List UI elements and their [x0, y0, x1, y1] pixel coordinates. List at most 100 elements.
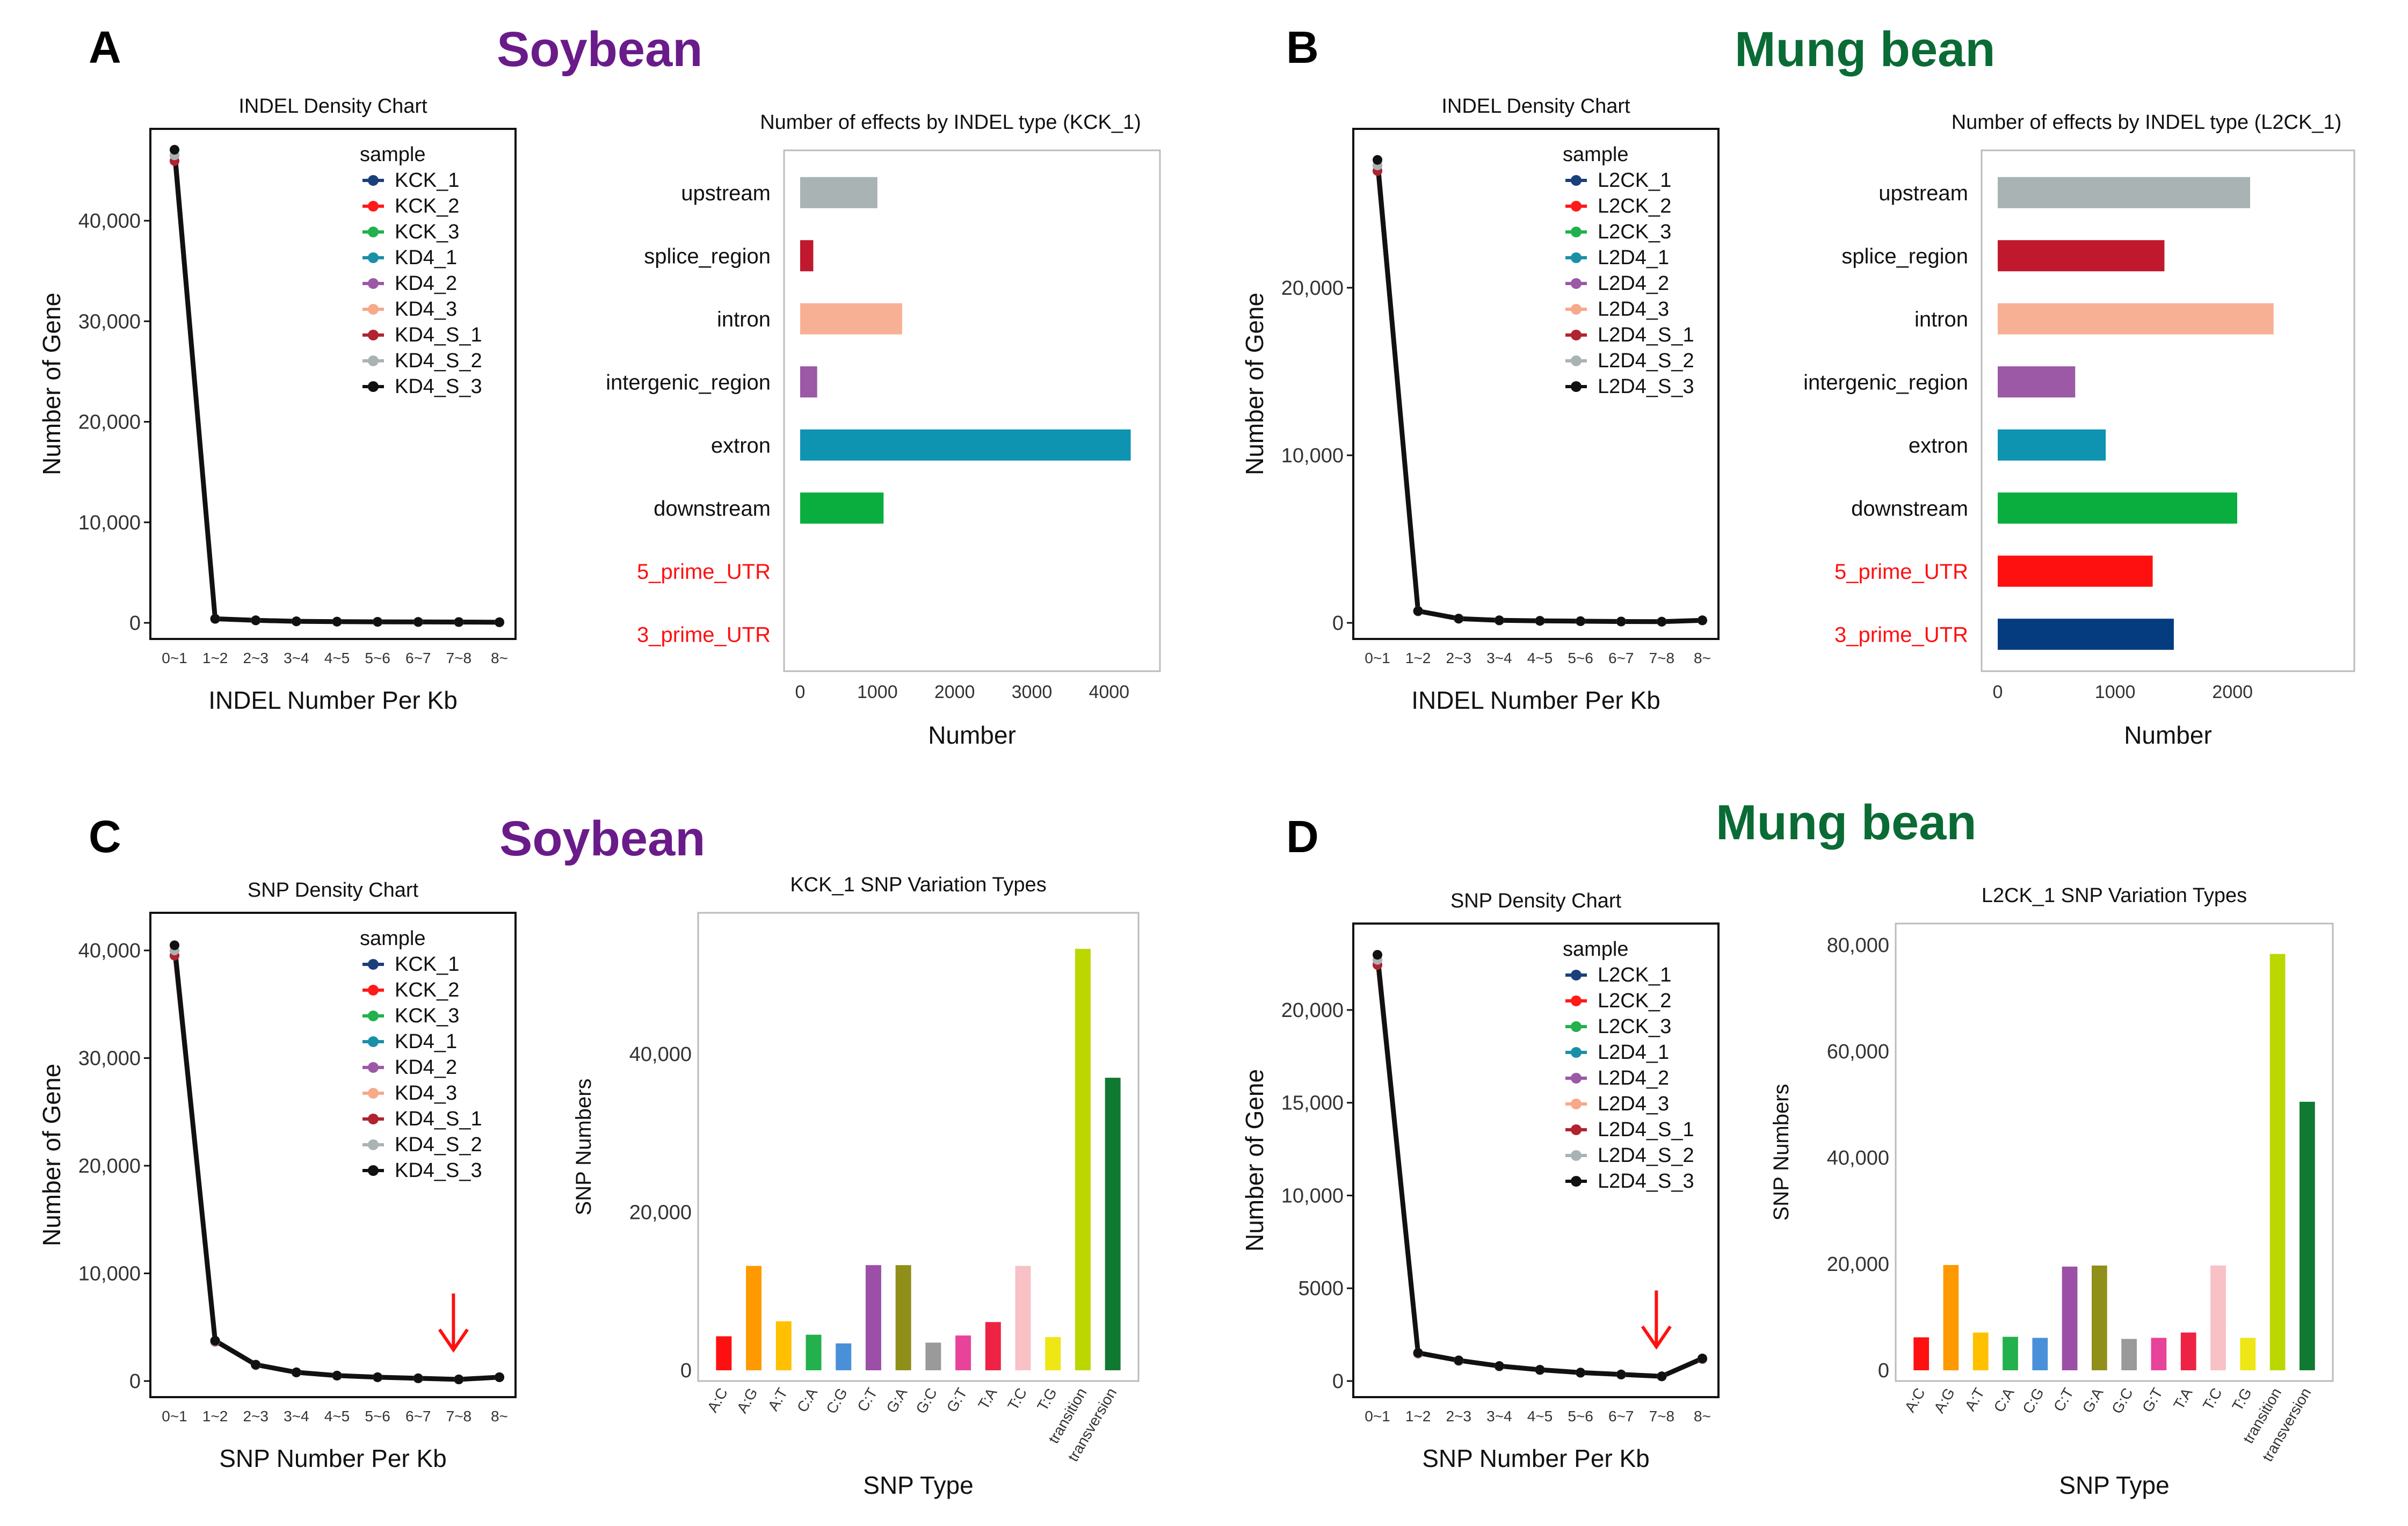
data-point: [210, 1335, 220, 1346]
bar-intron: [800, 303, 902, 335]
data-point: [1657, 1371, 1667, 1382]
y-tick-label: 40,000: [1827, 1147, 1889, 1169]
x-tick-label: G:C: [2108, 1385, 2136, 1417]
data-point: [413, 1373, 423, 1383]
y-tick-label: 40,000: [78, 940, 141, 962]
legend-marker: [368, 355, 379, 366]
legend-marker: [1571, 227, 1582, 237]
x-tick-label: 1000: [857, 682, 898, 702]
bar-downstream: [800, 492, 884, 524]
legend-label: L2D4_S_2: [1598, 350, 1694, 372]
legend-marker: [1571, 1099, 1582, 1109]
y-tick-label: 20,000: [629, 1201, 692, 1224]
data-point: [1616, 1369, 1626, 1379]
y-axis-label: Number of Gene: [1241, 293, 1268, 475]
bar-A:T: [1972, 1332, 1989, 1370]
bar-transversion: [1105, 1078, 1121, 1370]
bar-G:C: [925, 1342, 941, 1370]
legend-label: KCK_3: [395, 221, 459, 243]
x-axis-label: SNP Type: [863, 1471, 973, 1499]
x-tick-label: 1~2: [202, 1408, 228, 1425]
legend-marker: [1571, 175, 1582, 186]
x-tick-label: 3~4: [284, 650, 309, 666]
panel-letter-c: C: [89, 811, 121, 862]
plot-frame: [1352, 922, 1720, 1398]
legend-marker: [1571, 278, 1582, 289]
legend-marker: [1571, 1124, 1582, 1135]
x-tick-label: C:G: [823, 1385, 851, 1417]
data-point: [1576, 1368, 1586, 1378]
y-tick-label: 0: [129, 1370, 141, 1393]
panel-letter-b: B: [1286, 22, 1319, 72]
data-point: [170, 940, 179, 950]
x-tick-label: 7~8: [446, 650, 472, 666]
x-tick-label: 4000: [1089, 682, 1129, 702]
legend-marker: [1571, 330, 1582, 340]
arrow-head: [438, 1328, 469, 1353]
chart-title: Number of effects by INDEL type (L2CK_1): [1952, 111, 2342, 134]
legend-marker: [368, 1114, 379, 1124]
data-point: [1413, 1348, 1423, 1358]
x-tick-label: 4~5: [324, 650, 350, 666]
legend-marker: [368, 959, 379, 970]
bar-G:T: [955, 1335, 971, 1370]
x-tick-label: G:T: [944, 1385, 970, 1415]
y-tick-label: 20,000: [1827, 1253, 1889, 1276]
x-tick-label: 4~5: [1527, 650, 1553, 666]
bar-transition: [2269, 954, 2286, 1370]
y-axis-label: Number of Gene: [1241, 1069, 1268, 1252]
species-title-c: Soybean: [499, 811, 706, 866]
legend-label: KD4_1: [395, 246, 457, 269]
legend-label: L2D4_2: [1598, 272, 1669, 295]
chart-title: INDEL Density Chart: [238, 95, 427, 118]
data-point: [1494, 1361, 1504, 1371]
bar-T:G: [2240, 1338, 2256, 1370]
legend-marker: [1571, 1150, 1582, 1161]
x-tick-label: 5~6: [365, 650, 390, 666]
bar-C:T: [2062, 1266, 2078, 1370]
data-point: [495, 1372, 504, 1382]
y-axis-label: Number of Gene: [38, 293, 66, 475]
x-tick-label: 2~3: [243, 650, 269, 666]
x-axis-label: SNP Number Per Kb: [1422, 1444, 1650, 1472]
bar-transition: [1075, 949, 1091, 1370]
y-category-label: 5_prime_UTR: [1834, 560, 1968, 584]
x-axis-label: SNP Number Per Kb: [219, 1444, 447, 1472]
legend-marker: [1571, 1176, 1582, 1187]
legend-label: KCK_2: [395, 979, 459, 1001]
snp-density-chart-mungbean: SNP Density Chart 0 5000 10,000 15,000 20,000…: [1241, 890, 1720, 1472]
legend-marker: [368, 278, 379, 289]
x-tick-label: 5~6: [365, 1408, 390, 1425]
x-tick-label: 8~: [491, 650, 508, 666]
data-point: [1657, 616, 1667, 627]
x-tick-label: 0~1: [162, 1408, 187, 1425]
x-tick-label: 0~1: [1365, 1408, 1390, 1425]
x-tick-label: T:G: [1034, 1385, 1060, 1414]
legend-marker: [368, 175, 379, 186]
legend-marker: [368, 985, 379, 995]
legend-label: KD4_S_2: [395, 350, 482, 372]
data-point: [454, 1374, 464, 1384]
bar-C:A: [806, 1334, 822, 1370]
x-tick-label: T:C: [1004, 1385, 1030, 1413]
x-tick-label: 6~7: [1608, 650, 1634, 666]
y-category-label: splice_region: [644, 244, 771, 268]
bar-extron: [1998, 429, 2106, 461]
species-title-a: Soybean: [497, 22, 703, 77]
legend-label: L2CK_1: [1598, 169, 1671, 192]
bar-A:G: [1943, 1265, 1959, 1370]
legend-marker: [1571, 1021, 1582, 1032]
legend-label: L2D4_S_1: [1598, 324, 1694, 346]
x-tick-label: 2000: [934, 682, 975, 702]
x-tick-label: G:C: [912, 1385, 940, 1417]
x-tick-label: 0: [795, 682, 806, 702]
chart-title: L2CK_1 SNP Variation Types: [1982, 884, 2247, 907]
x-tick-label: 3~4: [284, 1408, 309, 1425]
legend-marker: [368, 201, 379, 212]
y-category-label: 3_prime_UTR: [1834, 623, 1968, 646]
y-category-label: intergenic_region: [1803, 370, 1968, 394]
legend-label: KD4_2: [395, 1056, 457, 1079]
data-point: [170, 144, 179, 155]
y-tick-label: 40,000: [629, 1043, 692, 1066]
legend-label: KCK_1: [395, 169, 459, 192]
